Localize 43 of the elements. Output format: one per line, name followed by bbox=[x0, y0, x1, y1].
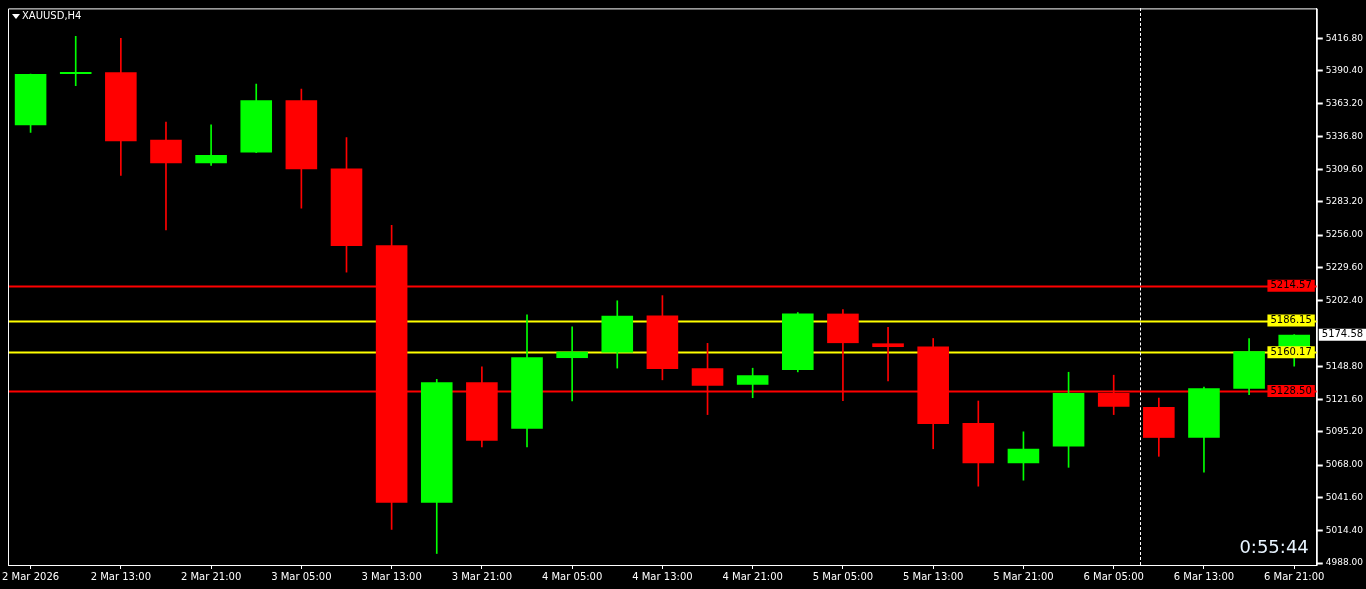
ref-line-label: 5128.50 bbox=[1270, 384, 1312, 396]
y-tick-label: 5121.60 bbox=[1325, 393, 1364, 404]
y-tick-label: 5309.60 bbox=[1325, 163, 1364, 174]
x-tick-label: 5 Mar 21:00 bbox=[993, 570, 1054, 582]
text: 5174.58 bbox=[1321, 328, 1364, 340]
y-tick-label: 5148.80 bbox=[1325, 360, 1364, 371]
x-tick-label: 2 Mar 2026 bbox=[2, 570, 60, 582]
y-tick-label: 5416.80 bbox=[1325, 32, 1364, 43]
ref-line-label: 5160.17 bbox=[1270, 345, 1312, 357]
y-tick-label: 5068.00 bbox=[1325, 459, 1364, 470]
y-tick-label: 5336.80 bbox=[1325, 130, 1364, 141]
candlestick bbox=[59, 35, 92, 86]
candlestick bbox=[872, 327, 904, 382]
x-tick-label: 3 Mar 13:00 bbox=[361, 570, 422, 582]
chart-title: XAUUSD,H4 bbox=[22, 9, 82, 21]
y-tick-label: 5229.60 bbox=[1325, 261, 1364, 272]
x-tick-label: 5 Mar 13:00 bbox=[902, 570, 964, 582]
x-tick-label: 5 Mar 05:00 bbox=[812, 570, 874, 582]
x-tick-label: 4 Mar 21:00 bbox=[722, 570, 783, 582]
y-tick-label: 5095.20 bbox=[1325, 426, 1364, 437]
candlestick bbox=[195, 124, 227, 166]
y-tick-label: 5014.40 bbox=[1325, 525, 1364, 536]
x-tick-label: 2 Mar 21:00 bbox=[180, 570, 242, 582]
ref-line-label: 5214.57 bbox=[1270, 279, 1312, 291]
candlestick bbox=[150, 121, 182, 231]
ref-line-label: 5186.15 bbox=[1270, 314, 1312, 326]
x-tick-label: 3 Mar 21:00 bbox=[451, 570, 513, 582]
x-tick-label: 2 Mar 13:00 bbox=[90, 570, 152, 582]
annotation: 0:55:44 bbox=[1239, 536, 1309, 557]
x-tick-label: 6 Mar 13:00 bbox=[1173, 570, 1235, 582]
y-tick-label: 4988.00 bbox=[1325, 557, 1364, 568]
candlestick bbox=[556, 326, 588, 402]
x-tick-label: 6 Mar 21:00 bbox=[1264, 570, 1325, 582]
y-tick-label: 5283.20 bbox=[1325, 196, 1364, 207]
x-tick-label: 4 Mar 05:00 bbox=[541, 570, 603, 582]
y-tick-label: 5390.40 bbox=[1325, 64, 1364, 75]
y-tick-label: 5041.60 bbox=[1325, 491, 1364, 502]
y-tick-label: 5256.00 bbox=[1325, 229, 1364, 240]
y-tick-label: 5202.40 bbox=[1325, 295, 1364, 305]
x-tick-label: 3 Mar 05:00 bbox=[271, 570, 332, 582]
y-tick-label: 5363.20 bbox=[1325, 98, 1364, 109]
x-tick-label: 4 Mar 13:00 bbox=[632, 570, 693, 582]
x-tick-label: 6 Mar 05:00 bbox=[1083, 570, 1144, 582]
